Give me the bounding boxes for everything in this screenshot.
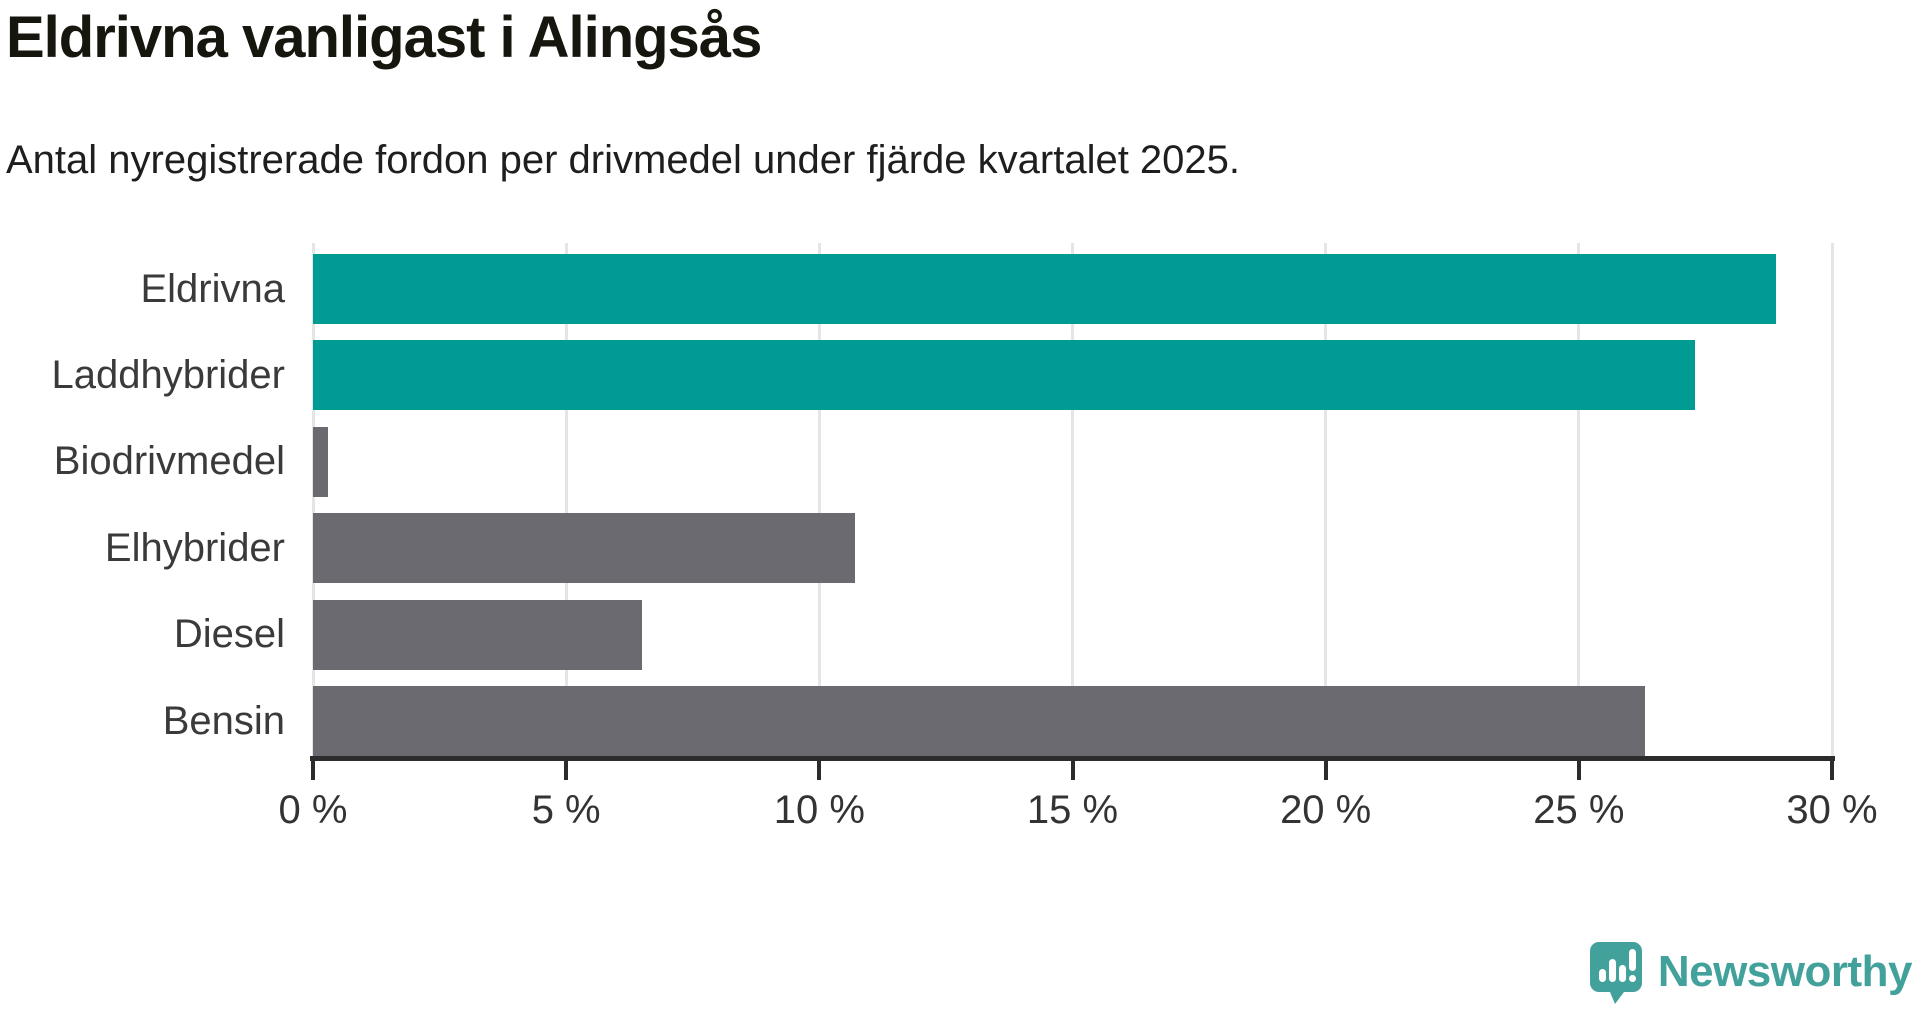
bar-eldrivna <box>313 254 1777 324</box>
x-tick-label: 10 % <box>773 788 865 832</box>
gridline <box>1830 243 1834 758</box>
bar-bensin <box>313 686 1645 756</box>
chart-title: Eldrivna vanligast i Alingsås <box>6 5 762 70</box>
axis-tick <box>1576 756 1581 780</box>
bar-diesel <box>313 599 643 670</box>
newsworthy-speech-bubble-icon <box>1589 942 1642 1004</box>
category-label: Bensin <box>162 698 285 743</box>
category-label: Eldrivna <box>140 266 285 311</box>
x-tick-label: 20 % <box>1280 788 1372 832</box>
bar-laddhybrider <box>313 340 1696 411</box>
chart-subtitle: Antal nyregistrerade fordon per drivmede… <box>6 138 1241 182</box>
axis-tick <box>1830 756 1834 780</box>
bar-row <box>313 340 1832 411</box>
gridline <box>311 243 315 758</box>
category-label: Diesel <box>173 612 285 657</box>
bar-biodrivmedel <box>313 426 329 497</box>
x-tick-label: 15 % <box>1026 788 1119 832</box>
bar-elhybrider <box>313 513 855 584</box>
gridline <box>1577 243 1581 758</box>
gridline <box>1324 243 1328 758</box>
gridline <box>564 243 568 758</box>
axis-tick <box>311 756 315 780</box>
gridline <box>1071 243 1074 758</box>
category-label: Laddhybrider <box>51 352 286 397</box>
bar-row <box>313 254 1832 324</box>
axis-tick <box>1070 756 1075 780</box>
axis-tick <box>564 756 569 780</box>
x-tick-label: 25 % <box>1533 788 1625 832</box>
bar-row <box>313 426 1832 497</box>
bar-chart-plot-area <box>311 243 1834 758</box>
brand-name: Newsworthy <box>1657 947 1913 996</box>
axis-tick <box>1323 756 1328 780</box>
x-tick-label: 0 % <box>278 788 348 832</box>
x-tick-label: 5 % <box>531 788 601 832</box>
category-label: Biodrivmedel <box>53 439 285 484</box>
category-label: Elhybrider <box>104 525 285 570</box>
brand-logo: Newsworthy <box>1588 940 1913 1004</box>
x-tick-label: 30 % <box>1786 788 1878 832</box>
bar-row <box>313 599 1832 670</box>
axis-tick <box>817 756 822 780</box>
bar-row <box>313 686 1832 756</box>
bar-row <box>313 513 1832 584</box>
gridline <box>817 243 821 758</box>
x-axis: 0 % 5 % 10 % 15 % 20 % 25 % 30 % <box>0 756 1920 856</box>
y-axis-labels: Eldrivna Laddhybrider Biodrivmedel Elhybrid… <box>0 243 286 758</box>
